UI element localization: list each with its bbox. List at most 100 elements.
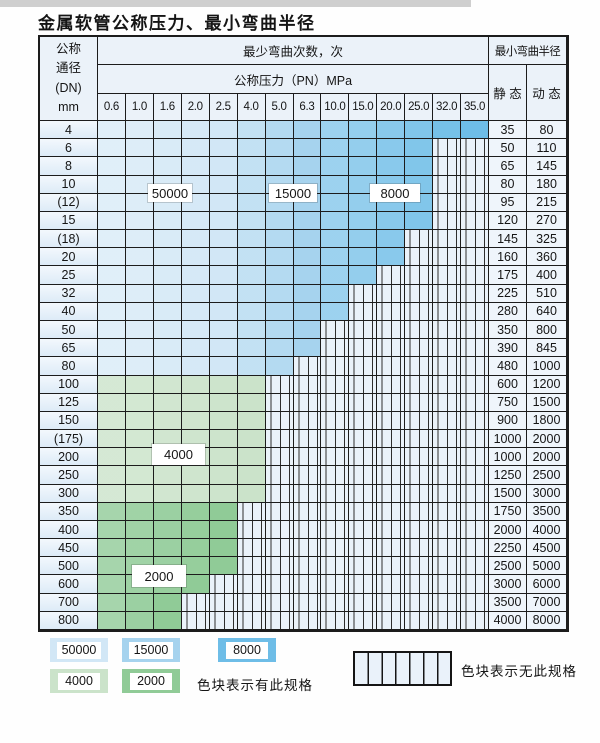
dynamic-cell: 6000 (527, 575, 567, 594)
no-spec-cell (405, 448, 434, 467)
spec-cell (321, 193, 350, 212)
no-spec-cell (461, 411, 489, 431)
no-spec-cell (461, 430, 489, 449)
no-spec-cell (321, 320, 350, 340)
no-spec-cell (321, 466, 350, 485)
spec-cell (209, 139, 238, 158)
spec-cell (293, 320, 322, 340)
no-spec-cell (237, 520, 266, 540)
static-cell: 95 (488, 193, 527, 212)
dn-cell: 8 (40, 157, 98, 176)
spec-cell (153, 357, 182, 376)
spec-count-label-50000: 50000 (148, 184, 192, 202)
no-spec-cell (433, 575, 462, 594)
no-spec-cell (433, 139, 462, 158)
static-cell: 1500 (488, 484, 527, 503)
spec-cell (265, 230, 294, 249)
no-spec-cell (293, 393, 322, 412)
static-cell: 3500 (488, 593, 527, 612)
spec-cell (237, 211, 266, 231)
spec-cell (265, 302, 294, 321)
no-spec-cell (461, 302, 489, 321)
spec-cell (98, 339, 126, 358)
legend-note-has-spec: 色块表示有此规格 (197, 678, 313, 693)
no-spec-cell (461, 502, 489, 521)
no-spec-cell (349, 320, 378, 340)
dynamic-cell: 145 (527, 157, 567, 176)
dn-cell: 125 (40, 393, 98, 412)
spec-cell (181, 430, 210, 449)
spec-cell (181, 484, 210, 503)
no-spec-cell (461, 466, 489, 485)
spec-cell (181, 411, 210, 431)
no-spec-cell (433, 175, 462, 194)
no-spec-cell (461, 211, 489, 231)
no-spec-cell (433, 611, 462, 630)
spec-cell (405, 139, 434, 158)
no-spec-cell (293, 611, 322, 630)
static-cell: 1000 (488, 448, 527, 467)
spec-cell (209, 484, 238, 503)
no-spec-cell (349, 430, 378, 449)
spec-cell (125, 339, 154, 358)
spec-cell (209, 302, 238, 321)
no-spec-cell (321, 484, 350, 503)
no-spec-cell (433, 557, 462, 576)
spec-cell (293, 302, 322, 321)
no-spec-cell (237, 611, 266, 630)
static-cell: 2250 (488, 539, 527, 558)
spec-cell (237, 357, 266, 376)
no-spec-cell (293, 430, 322, 449)
dn-cell: (175) (40, 430, 98, 449)
dn-cell: 250 (40, 466, 98, 485)
spec-count-label-8000: 8000 (370, 184, 420, 202)
dynamic-cell: 215 (527, 193, 567, 212)
no-spec-cell (293, 484, 322, 503)
spec-cell (181, 357, 210, 376)
no-spec-cell (237, 593, 266, 612)
no-spec-cell (433, 320, 462, 340)
spec-cell (321, 139, 350, 158)
spec-cell (237, 339, 266, 358)
spec-cell (209, 375, 238, 394)
spec-cell (321, 157, 350, 176)
pressure-tick: 5.0 (265, 94, 294, 121)
no-spec-cell (405, 302, 434, 321)
no-spec-cell (265, 411, 294, 431)
no-spec-cell (405, 593, 434, 612)
static-cell: 2000 (488, 520, 527, 540)
spec-cell (98, 539, 126, 558)
no-spec-cell (293, 448, 322, 467)
spec-cell (321, 284, 350, 303)
no-spec-cell (405, 520, 434, 540)
spec-cell (98, 230, 126, 249)
no-spec-cell (461, 284, 489, 303)
no-spec-cell (377, 320, 406, 340)
no-spec-cell (405, 284, 434, 303)
spec-cell (321, 121, 350, 140)
spec-cell (181, 248, 210, 267)
spec-cell (153, 248, 182, 267)
spec-cell (237, 466, 266, 485)
dynamic-cell: 110 (527, 139, 567, 158)
pressure-tick: 1.0 (125, 94, 154, 121)
no-spec-cell (433, 539, 462, 558)
spec-cell (237, 266, 266, 285)
no-spec-cell (377, 266, 406, 285)
no-spec-cell (349, 393, 378, 412)
no-spec-cell (377, 302, 406, 321)
pressure-tick: 20.0 (377, 94, 406, 121)
dn-cell: 150 (40, 411, 98, 431)
spec-cell (98, 175, 126, 194)
spec-cell (209, 357, 238, 376)
dynamic-cell: 640 (527, 302, 567, 321)
no-spec-cell (293, 539, 322, 558)
spec-cell (321, 266, 350, 285)
no-spec-cell (405, 411, 434, 431)
no-spec-cell (433, 593, 462, 612)
spec-cell (237, 121, 266, 140)
no-spec-cell (433, 393, 462, 412)
dynamic-cell: 180 (527, 175, 567, 194)
radius-header: 最小弯曲半径 (489, 37, 567, 65)
dynamic-cell: 8000 (527, 611, 567, 630)
